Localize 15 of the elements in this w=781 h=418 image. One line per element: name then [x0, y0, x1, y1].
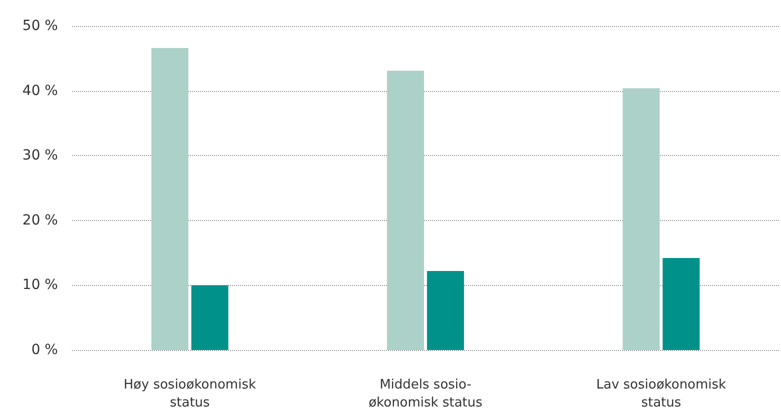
y-tick-label: 0 % — [31, 342, 58, 358]
y-tick-label: 30 % — [22, 148, 58, 164]
x-tick-label: Middels sosio-økonomisk status — [368, 378, 483, 410]
bar — [151, 48, 188, 350]
y-tick-label: 20 % — [22, 212, 58, 228]
y-tick-label: 10 % — [22, 277, 58, 294]
y-tick-label: 40 % — [22, 82, 58, 99]
bar — [387, 70, 424, 350]
bar — [191, 285, 228, 350]
bar — [622, 88, 660, 350]
bar — [662, 258, 700, 350]
y-tick-label: 50 % — [22, 18, 58, 34]
x-tick-label: Lav sosioøkonomisk status — [596, 378, 727, 410]
x-tick-label: Høy sosioøkonomisk status — [124, 378, 256, 410]
bar — [426, 270, 464, 350]
